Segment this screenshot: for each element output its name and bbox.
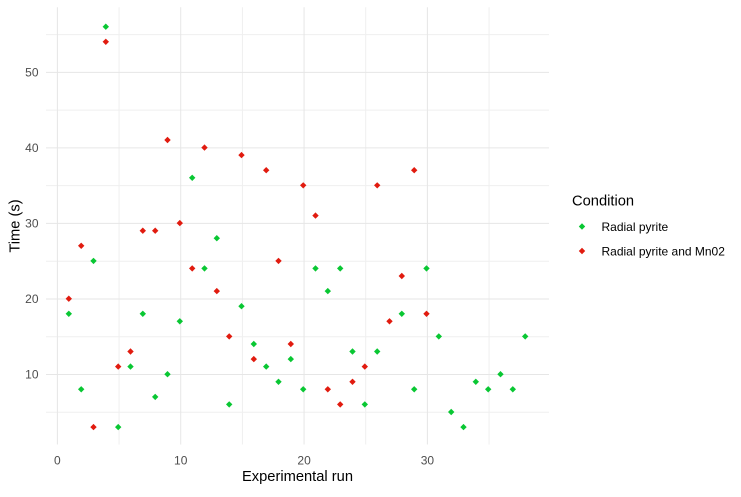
- svg-text:20: 20: [25, 292, 39, 306]
- svg-text:Time (s): Time (s): [8, 199, 24, 252]
- svg-text:40: 40: [25, 141, 39, 155]
- svg-text:30: 30: [421, 454, 435, 468]
- svg-text:Radial pyrite: Radial pyrite: [602, 220, 669, 234]
- svg-text:20: 20: [297, 454, 311, 468]
- svg-text:10: 10: [25, 368, 39, 382]
- svg-text:Condition: Condition: [572, 194, 634, 210]
- svg-text:0: 0: [54, 454, 61, 468]
- svg-text:Experimental run: Experimental run: [242, 469, 353, 485]
- svg-text:10: 10: [174, 454, 188, 468]
- svg-text:50: 50: [25, 66, 39, 80]
- svg-text:30: 30: [25, 217, 39, 231]
- svg-text:Radial pyrite and Mn02: Radial pyrite and Mn02: [602, 244, 726, 258]
